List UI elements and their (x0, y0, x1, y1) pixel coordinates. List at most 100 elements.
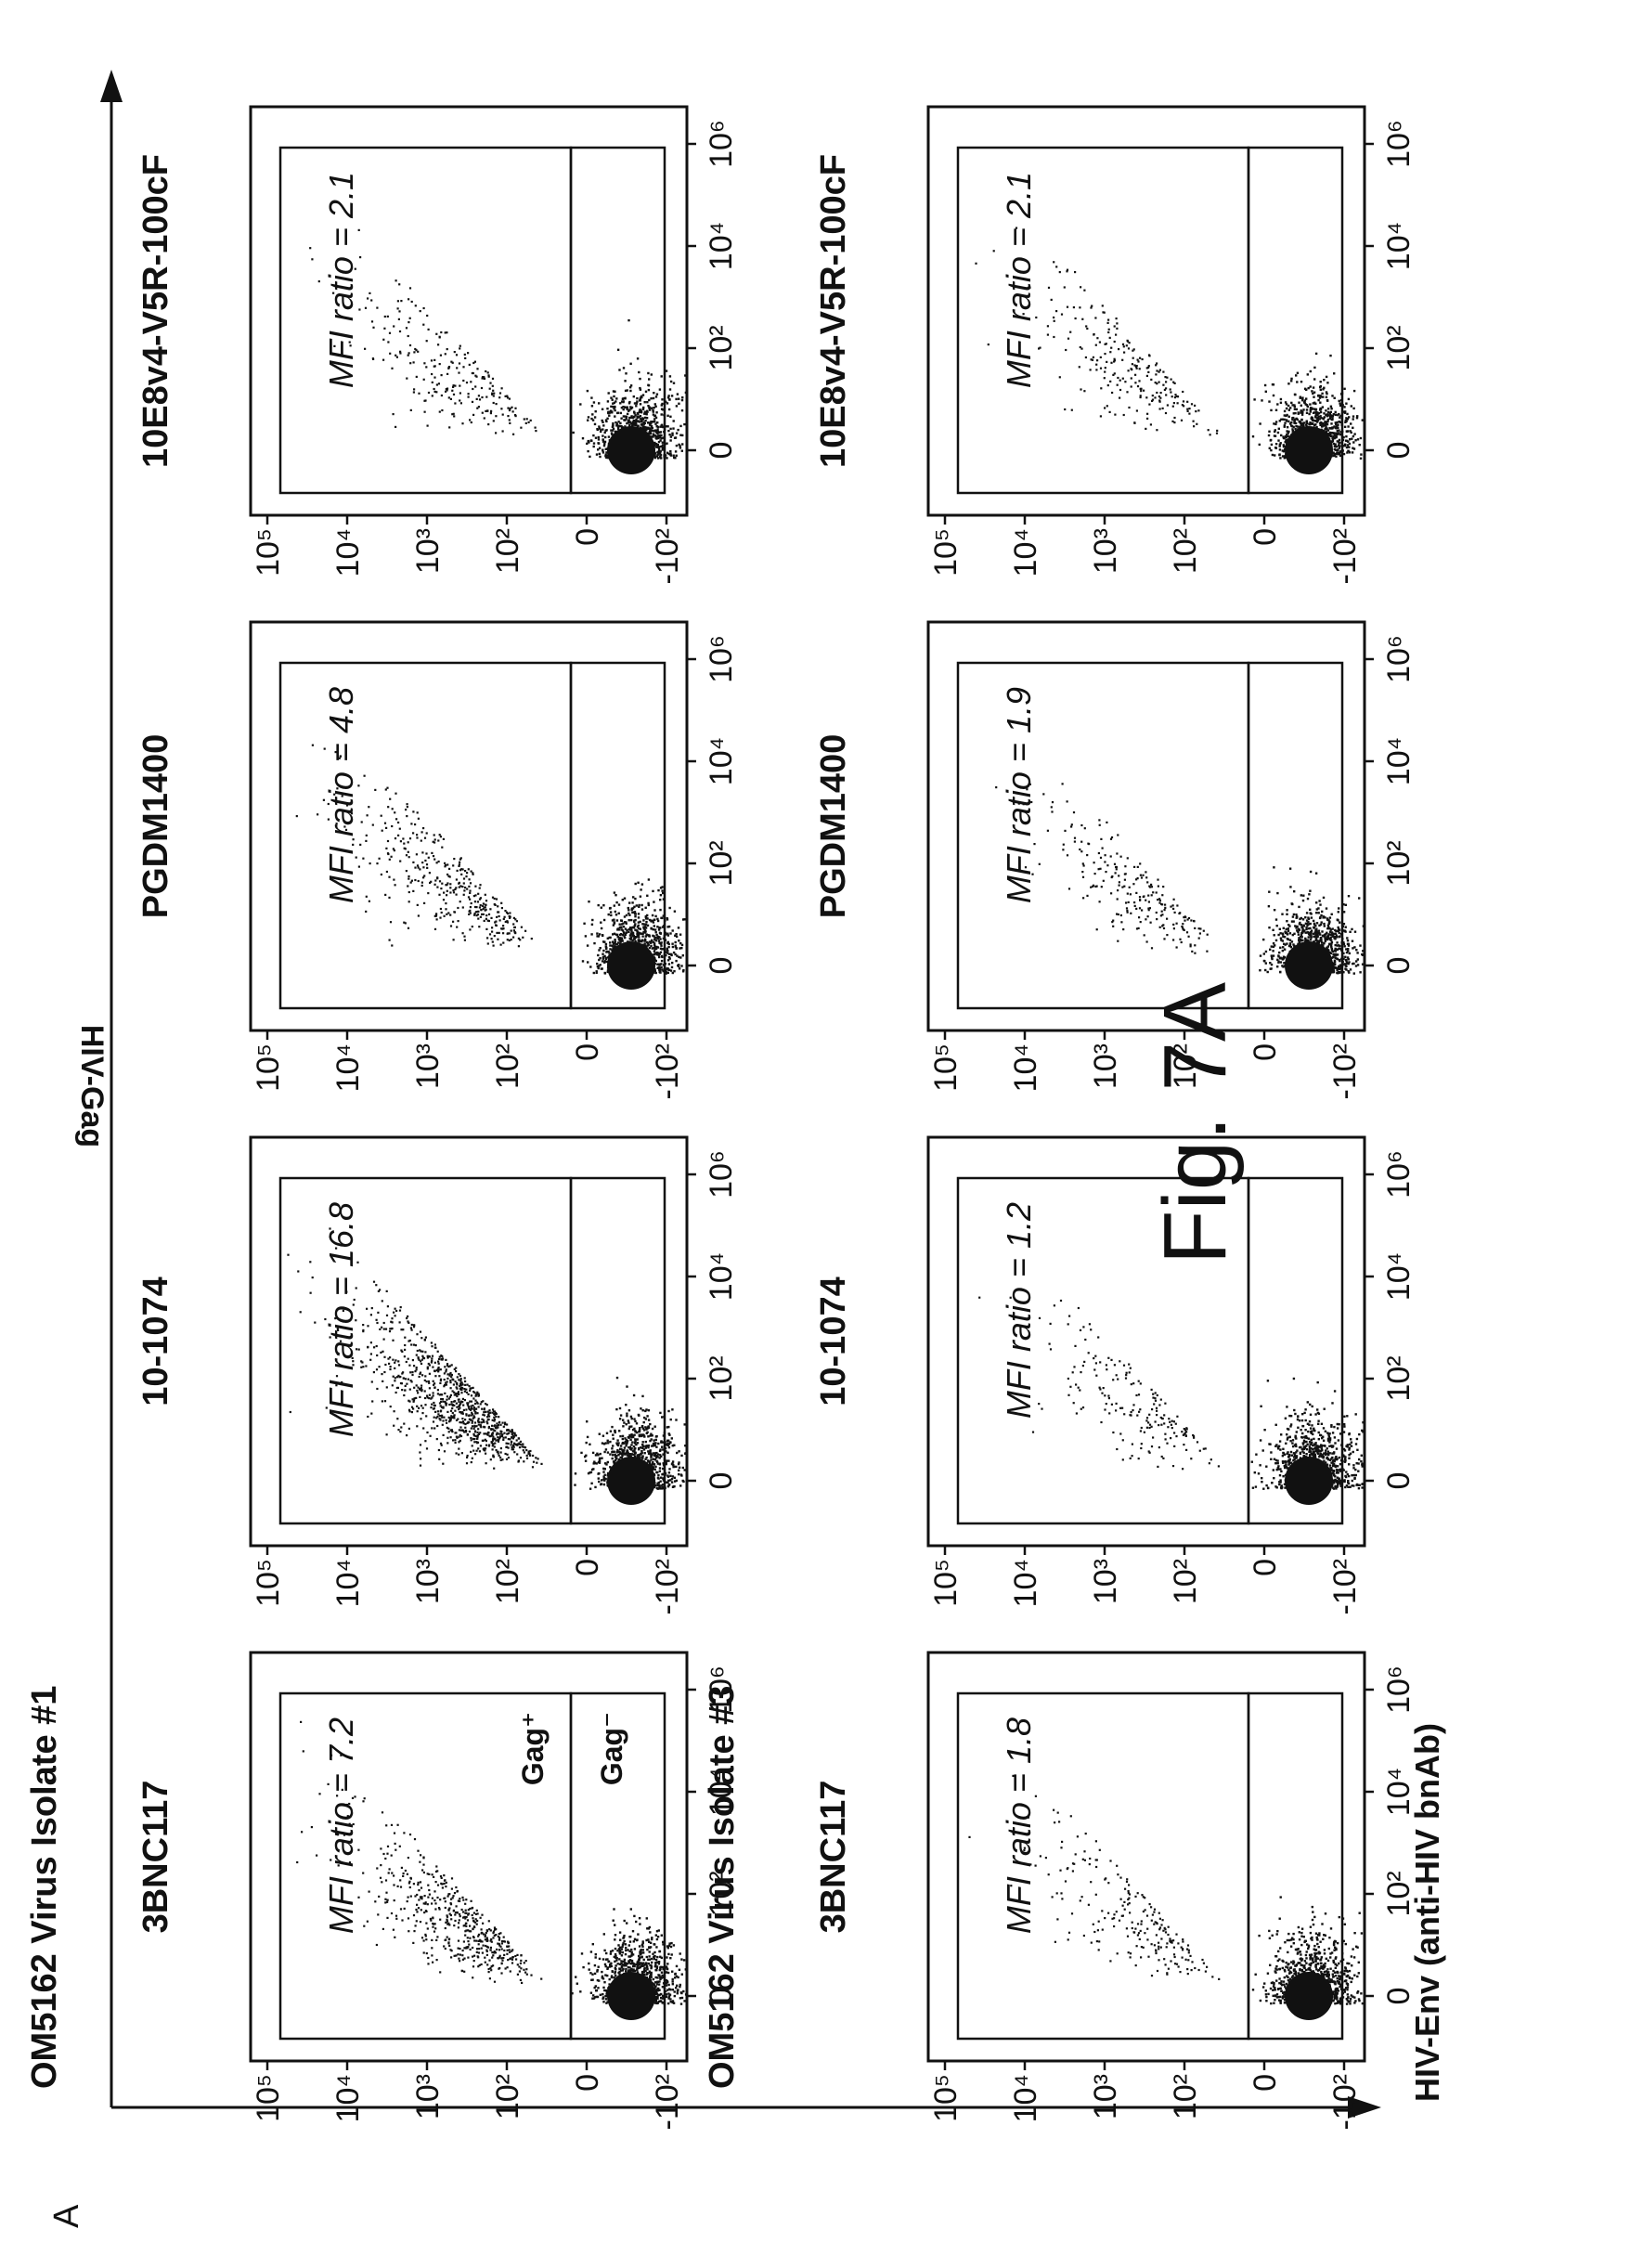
y-axis-title: HIV-Gag (74, 1025, 110, 1147)
gate-label-neg: Gag⁻ (595, 1712, 628, 1785)
population-core (1285, 1457, 1333, 1505)
mfi-ratio-label: MFI ratio = 2.1 (322, 172, 360, 388)
y-tick-label: 10⁴ (1008, 2074, 1043, 2122)
flow-panel: PGDM1400 MFI ratio = 4.8 0 10² 10⁴ 10⁶ 10⁵ 10⁴ 1… (136, 620, 739, 1099)
x-tick-label: 10⁴ (704, 737, 739, 785)
y-tick-label: 10⁴ (1008, 528, 1043, 577)
flow-panel: 10-1074 MFI ratio = 1.2 0 10² 10⁴ 10⁶ 10⁵ 10⁴ 10… (814, 1135, 1417, 1614)
y-tick-label: 10³ (1088, 1043, 1123, 1089)
y-tick-label: 10³ (1088, 2074, 1123, 2119)
y-tick-label: 10⁵ (251, 528, 286, 577)
mfi-ratio-label: MFI ratio = 4.8 (322, 687, 360, 903)
x-tick-label: 10⁴ (704, 1768, 739, 1816)
y-tick-label: 10² (490, 1043, 525, 1089)
x-tick-label: 0 (704, 1472, 739, 1490)
flow-panel: 3BNC117 Gag⁺ Gag⁻ MFI ratio = 7.2 0 10² 10⁴ 10⁶… (136, 1651, 739, 2130)
y-axis-arrow (100, 70, 123, 102)
panel-title: 10E8v4-V5R-100cF (136, 154, 175, 468)
gate-gag-neg (569, 146, 666, 495)
x-tick-label: 0 (704, 1988, 739, 2005)
x-tick-label: 10² (704, 325, 739, 370)
x-tick-label: 10² (1381, 325, 1417, 370)
flow-panel: 10E8v4-V5R-100cF MFI ratio = 2.1 0 10² 10⁴ 10… (814, 105, 1417, 584)
y-tick-label: -10² (650, 528, 685, 584)
y-tick-label: 0 (1248, 528, 1283, 546)
y-tick-label: 0 (1248, 2074, 1283, 2092)
gate-gag-neg (569, 1176, 666, 1525)
plot-frame (926, 1651, 1366, 2063)
panel-letter: A (47, 2204, 86, 2228)
y-tick-label: 10⁴ (330, 1559, 366, 1607)
y-tick-label: 10² (490, 2074, 525, 2119)
x-tick-label: 10⁴ (704, 1252, 739, 1301)
mfi-ratio-label: MFI ratio = 16.8 (322, 1202, 360, 1437)
y-tick-label: 0 (1248, 1559, 1283, 1576)
x-tick-label: 10⁴ (704, 222, 739, 270)
flow-panel: PGDM1400 MFI ratio = 1.9 0 10² 10⁴ 10⁶ 10⁵ 10⁴ 1… (814, 620, 1417, 1099)
x-tick-label: 10² (1381, 1871, 1417, 1916)
y-tick-label: 10² (1168, 528, 1203, 574)
y-tick-label: 10⁴ (330, 2074, 366, 2122)
x-tick-label: 10² (704, 840, 739, 886)
plot-frame (926, 620, 1366, 1032)
y-tick-label: 10⁴ (330, 528, 366, 577)
y-tick-label: 0 (1248, 1043, 1283, 1061)
population-core (607, 1457, 655, 1505)
x-tick-label: 10⁶ (704, 1150, 739, 1199)
population-core (607, 941, 655, 990)
row-title: OM5162 Virus Isolate #3 (703, 1686, 742, 2089)
plot-frame (249, 1651, 689, 2063)
x-tick-label: 0 (704, 442, 739, 460)
population-core (607, 1972, 655, 2020)
y-tick-label: 10² (490, 528, 525, 574)
y-tick-label: 0 (570, 528, 605, 546)
panel-title: PGDM1400 (136, 734, 175, 919)
y-tick-label: -10² (1327, 1043, 1363, 1099)
chart-row-1: OM5162 Virus Isolate #1 3BNC117 Gag⁺ Gag⁻ MF… (25, 105, 739, 2130)
gate-gag-neg (1247, 1176, 1344, 1525)
gate-gag-neg (1247, 661, 1344, 1010)
plot-frame (926, 1135, 1366, 1548)
x-tick-label: 0 (1381, 442, 1417, 460)
panel-title: 10-1074 (136, 1277, 175, 1406)
y-tick-label: 0 (570, 1559, 605, 1576)
chart-row-2: OM5162 Virus Isolate #3 3BNC117 MFI ratio … (703, 105, 1417, 2130)
plot-frame (926, 105, 1366, 517)
panel-title: 10E8v4-V5R-100cF (814, 154, 853, 468)
y-tick-label: 10² (1168, 2074, 1203, 2119)
y-tick-label: 10⁵ (251, 1043, 286, 1092)
gate-gag-neg (569, 1691, 666, 2041)
chart-rows: OM5162 Virus Isolate #1 3BNC117 Gag⁺ Gag⁻ MF… (25, 105, 1417, 2130)
y-tick-label: -10² (650, 1043, 685, 1099)
x-tick-label: 10² (1381, 840, 1417, 886)
gate-gag-neg (1247, 146, 1344, 495)
global-axes (100, 70, 1381, 2119)
x-tick-label: 10⁴ (1381, 222, 1417, 270)
plot-frame (249, 1135, 689, 1548)
panel-title: 3BNC117 (136, 1781, 175, 1934)
x-tick-label: 0 (704, 957, 739, 975)
x-tick-label: 10⁴ (1381, 1252, 1417, 1301)
population-core (1285, 1972, 1333, 2020)
x-tick-label: 0 (1381, 1472, 1417, 1490)
row-title: OM5162 Virus Isolate #1 (25, 1686, 64, 2089)
x-tick-label: 10² (704, 1355, 739, 1401)
gate-gag-neg (1247, 1691, 1344, 2041)
y-tick-label: 10² (1168, 1559, 1203, 1604)
y-tick-label: 10⁵ (928, 1559, 964, 1607)
y-tick-label: 10³ (410, 528, 446, 574)
y-tick-label: 10⁴ (1008, 1559, 1043, 1607)
y-tick-label: 10³ (410, 2074, 446, 2119)
flow-panel: 3BNC117 MFI ratio = 1.8 0 10² 10⁴ 10⁶ 10⁵ 10⁴ 10… (814, 1651, 1417, 2130)
mfi-ratio-label: MFI ratio = 2.1 (1000, 172, 1038, 388)
y-tick-label: 0 (570, 2074, 605, 2092)
x-tick-label: 10⁶ (1381, 120, 1417, 168)
gate-gag-neg (569, 661, 666, 1010)
y-tick-label: 10³ (410, 1559, 446, 1604)
gate-label-pos: Gag⁺ (516, 1712, 550, 1785)
mfi-ratio-label: MFI ratio = 1.9 (1000, 687, 1038, 903)
x-tick-label: 0 (1381, 957, 1417, 975)
x-axis-arrow (1348, 2096, 1381, 2119)
x-axis-title: HIV-Env (anti-HIV bnAb) (1408, 1723, 1446, 2102)
